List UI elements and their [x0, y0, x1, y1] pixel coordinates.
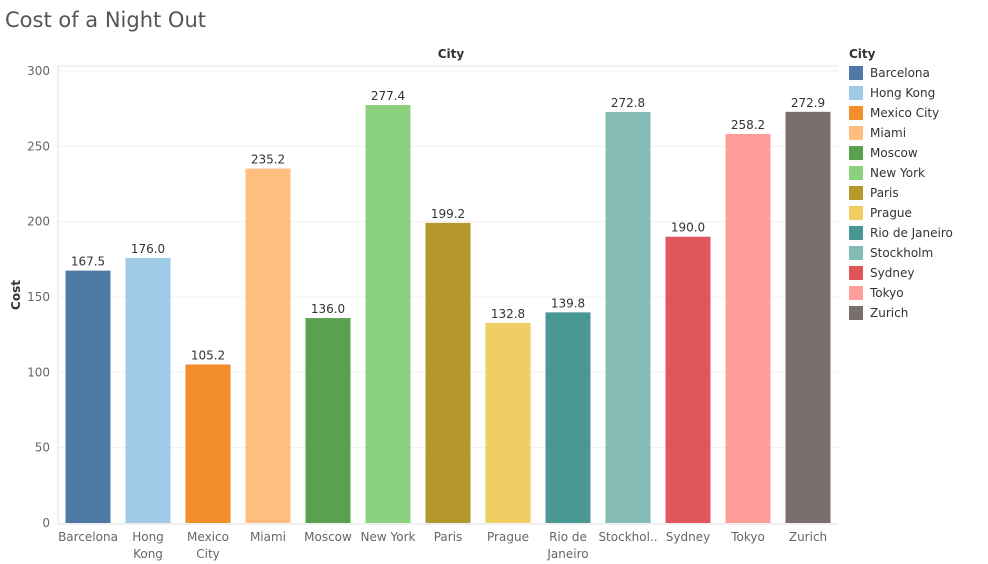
chart-title: Cost of a Night Out: [5, 8, 206, 32]
y-tick-label: 100: [27, 365, 50, 379]
legend-item[interactable]: Zurich: [849, 303, 953, 323]
y-tick-label: 300: [27, 64, 50, 78]
legend-item[interactable]: Miami: [849, 123, 953, 143]
column-header: City: [438, 47, 465, 61]
bar[interactable]: [125, 257, 171, 523]
bar[interactable]: [725, 133, 771, 523]
bar[interactable]: [605, 111, 651, 524]
y-tick-label: 250: [27, 139, 50, 153]
value-label: 167.5: [71, 255, 105, 269]
x-tick-label: Prague: [487, 530, 529, 544]
x-tick-label: Tokyo: [730, 530, 765, 544]
legend-item[interactable]: Mexico City: [849, 103, 953, 123]
legend-item[interactable]: Rio de Janeiro: [849, 223, 953, 243]
x-tick-label: Janeiro: [546, 547, 588, 561]
legend-label: Moscow: [870, 146, 918, 160]
legend-label: Tokyo: [870, 286, 904, 300]
value-label: 136.0: [311, 302, 345, 316]
legend-label: Barcelona: [870, 66, 930, 80]
x-tick-label: Rio de: [549, 530, 587, 544]
legend-label: New York: [870, 166, 925, 180]
value-label: 190.0: [671, 221, 705, 235]
legend-item[interactable]: Prague: [849, 203, 953, 223]
legend-item[interactable]: Paris: [849, 183, 953, 203]
bar[interactable]: [305, 318, 351, 523]
y-tick-label: 0: [42, 516, 50, 530]
value-label: 272.8: [611, 96, 645, 110]
legend-item[interactable]: New York: [849, 163, 953, 183]
legend-swatch: [849, 146, 863, 160]
legend-swatch: [849, 126, 863, 140]
y-axis-title: Cost: [9, 280, 23, 310]
legend-label: Prague: [870, 206, 912, 220]
value-label: 139.8: [551, 296, 585, 310]
legend-label: Mexico City: [870, 106, 940, 120]
bar[interactable]: [545, 312, 591, 523]
legend-swatch: [849, 66, 863, 80]
legend-swatch: [849, 206, 863, 220]
legend-swatch: [849, 166, 863, 180]
value-label: 258.2: [731, 118, 765, 132]
legend-item[interactable]: Hong Kong: [849, 83, 953, 103]
x-tick-label: Sydney: [666, 530, 710, 544]
bar[interactable]: [365, 105, 411, 524]
legend-label: Rio de Janeiro: [870, 226, 953, 240]
x-tick-label: City: [196, 547, 220, 561]
value-label: 105.2: [191, 348, 225, 362]
legend-label: Miami: [870, 126, 907, 140]
x-tick-label: New York: [361, 530, 416, 544]
legend-item[interactable]: Moscow: [849, 143, 953, 163]
legend-label: Paris: [870, 186, 899, 200]
legend-item[interactable]: Tokyo: [849, 283, 953, 303]
legend-swatch: [849, 226, 863, 240]
legend-swatch: [849, 186, 863, 200]
legend-label: Hong Kong: [870, 86, 936, 100]
x-tick-label: Moscow: [304, 530, 352, 544]
legend-label: Zurich: [870, 306, 909, 320]
legend-label: Sydney: [870, 266, 915, 280]
legend: City Barcelona Hong Kong Mexico City Miami M…: [849, 46, 953, 323]
bar-chart: 0 50 100 150 200 250 300 Cost City 167.5 Barcelona…: [9, 47, 838, 561]
y-tick-label: 200: [27, 215, 50, 229]
legend-title: City: [849, 47, 876, 61]
value-label: 235.2: [251, 153, 285, 167]
legend-swatch: [849, 86, 863, 100]
x-tick-label: Zurich: [789, 530, 827, 544]
x-tick-label: Hong: [132, 530, 164, 544]
bar[interactable]: [485, 322, 531, 523]
bar[interactable]: [665, 236, 711, 523]
x-tick-label: Miami: [250, 530, 286, 544]
legend-item[interactable]: Sydney: [849, 263, 953, 283]
legend-swatch: [849, 246, 863, 260]
x-tick-label: Mexico: [187, 530, 229, 544]
value-label: 132.8: [491, 307, 525, 321]
legend-label: Stockholm: [870, 246, 934, 260]
legend-swatch: [849, 306, 863, 320]
y-tick-label: 150: [27, 290, 50, 304]
bar[interactable]: [785, 111, 831, 524]
x-tick-label: Barcelona: [58, 530, 118, 544]
value-label: 272.9: [791, 96, 825, 110]
value-label: 176.0: [131, 242, 165, 256]
x-tick-label: Paris: [434, 530, 463, 544]
value-label: 277.4: [371, 89, 405, 103]
legend-swatch: [849, 106, 863, 120]
value-label: 199.2: [431, 207, 465, 221]
legend-swatch: [849, 286, 863, 300]
bar[interactable]: [425, 222, 471, 523]
bar[interactable]: [185, 364, 231, 523]
legend-swatch: [849, 266, 863, 280]
y-tick-label: 50: [35, 441, 50, 455]
bar[interactable]: [245, 168, 291, 523]
legend-item[interactable]: Stockholm: [849, 243, 953, 263]
bar[interactable]: [65, 270, 111, 523]
x-tick-label: Kong: [133, 547, 163, 561]
legend-item[interactable]: Barcelona: [849, 63, 953, 83]
x-tick-label: Stockhol..: [598, 530, 657, 544]
